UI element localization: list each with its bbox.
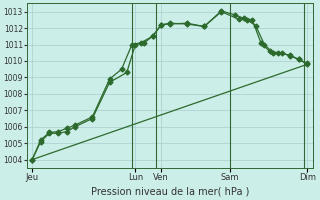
X-axis label: Pression niveau de la mer( hPa ): Pression niveau de la mer( hPa ) xyxy=(91,187,249,197)
